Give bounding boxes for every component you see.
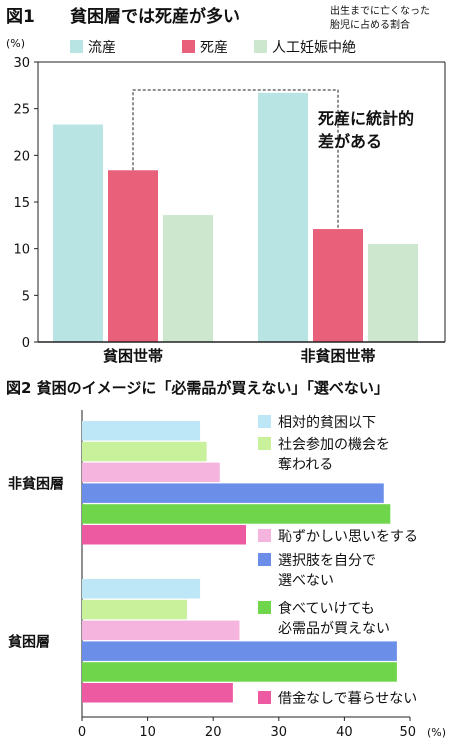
fig2-bar [82, 620, 240, 641]
fig2-bar [82, 421, 201, 441]
fig2-bar [82, 462, 220, 483]
fig2-legend-swatch [258, 553, 271, 566]
fig2-x-tick-label: 20 [205, 725, 222, 740]
fig2-bar [82, 483, 384, 503]
fig1-y-tick-label: 5 [22, 289, 30, 304]
fig1-category-label: 非貧困世帯 [300, 347, 375, 365]
fig2-category-label: 非貧困層 [8, 475, 64, 492]
fig2-legend-label: 必需品が買えない [278, 621, 390, 637]
fig1-legend-label: 流産 [88, 40, 116, 56]
fig2-legend-label: 奪われる [278, 456, 333, 473]
fig1-bar [368, 244, 418, 342]
fig2-legend-label: 食べていけても [278, 600, 375, 617]
fig2-legend-swatch [258, 415, 271, 428]
fig2-legend-label: 借金なしで暮らせない [278, 691, 417, 707]
fig1-legend-label: 人工妊娠中絶 [272, 40, 356, 56]
fig2-x-tick-label: 0 [78, 725, 86, 740]
fig1-bar [108, 170, 158, 342]
fig2-legend-swatch [258, 691, 271, 704]
fig1-y-tick-label: 30 [13, 56, 30, 71]
fig2-legend-swatch [258, 529, 271, 542]
fig2-bar [82, 599, 187, 620]
fig1-annotation-line2: 差がある [318, 132, 382, 151]
fig1-legend-swatch [182, 40, 195, 53]
fig2-legend-swatch [258, 601, 271, 614]
fig2-bar [82, 441, 207, 462]
fig1-subtitle-line2: 胎児に占める割合 [330, 18, 410, 31]
fig1-annotation-line1: 死産に統計的 [318, 109, 414, 128]
fig2-x-unit: (%) [427, 726, 446, 739]
fig2-bar [82, 504, 391, 524]
fig2-bar [82, 525, 246, 545]
fig1-bar [313, 229, 363, 342]
fig1-legend-swatch [70, 40, 83, 53]
fig1-y-tick-label: 25 [13, 103, 30, 118]
fig2-category-label: 貧困層 [8, 633, 50, 650]
fig2-bar [82, 579, 201, 599]
fig2-bar [82, 641, 397, 661]
fig1-y-tick-label: 20 [13, 149, 30, 164]
fig1-y-tick-label: 10 [13, 243, 30, 258]
fig2-bar [82, 683, 233, 703]
fig2-legend-label: 相対的貧困以下 [278, 415, 376, 431]
fig1-y-tick-label: 15 [13, 196, 30, 211]
fig1-category-label: 貧困世帯 [103, 347, 163, 365]
fig2-legend-swatch [258, 437, 271, 450]
fig2-x-tick-label: 50 [399, 725, 416, 740]
fig1-y-tick-label: 0 [22, 336, 30, 351]
fig1-bar [53, 124, 103, 343]
fig2-title: 図2 貧困のイメージに「必需品が買えない」「選べない」 [6, 379, 389, 397]
fig2-legend-label: 恥ずかしい思いをする [278, 529, 418, 545]
fig2-x-tick-label: 40 [336, 725, 353, 740]
fig2-x-tick-label: 10 [139, 725, 156, 740]
fig1-bar [258, 92, 308, 342]
fig1-subtitle-line1: 出生までに亡くなった [330, 4, 430, 17]
fig1-legend-label: 死産 [200, 40, 228, 56]
fig1-legend-swatch [254, 40, 267, 53]
fig1-y-unit: (%) [6, 37, 25, 50]
fig1-bar [163, 215, 213, 342]
fig1-label: 図1 [6, 7, 35, 27]
fig1-title: 貧困層では死産が多い [70, 6, 240, 27]
fig2-legend-label: 社会参加の機会を [278, 436, 390, 453]
fig2-bar [82, 662, 397, 682]
fig1-significance-bracket [132, 89, 339, 230]
fig2-legend-label: 選べない [278, 573, 334, 589]
fig2-x-tick-label: 30 [271, 725, 288, 740]
fig2-legend-label: 選択肢を自分で [278, 553, 376, 569]
